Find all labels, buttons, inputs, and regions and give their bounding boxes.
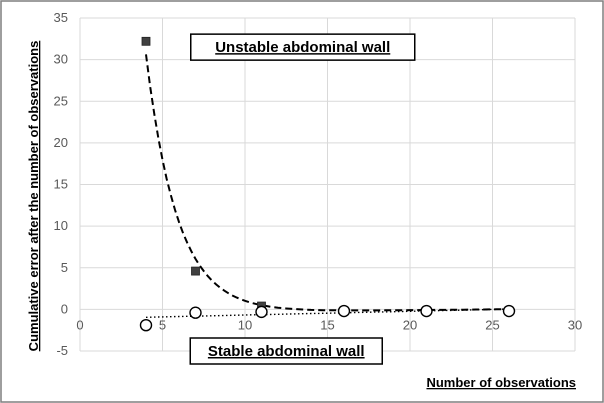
- x-tick-label: 5: [159, 317, 166, 332]
- unstable-annotation: Unstable abdominal wall: [190, 33, 416, 61]
- grid: [79, 17, 576, 352]
- stable-point: [255, 305, 268, 319]
- y-tick-label: 35: [54, 10, 68, 25]
- unstable-annotation-box: [190, 33, 416, 61]
- y-tick-label: 25: [54, 93, 68, 108]
- trendlines: [145, 54, 510, 318]
- unstable-point: [141, 36, 151, 46]
- x-tick-label: 30: [568, 317, 582, 332]
- y-tick-label: 10: [54, 218, 68, 233]
- x-tick-label: 10: [238, 317, 252, 332]
- x-tick-label: 0: [76, 317, 83, 332]
- stable-trendline: [145, 308, 510, 318]
- y-axis-ticks: -5 0 5 10 15 20 25 30 35: [54, 10, 68, 358]
- y-axis-label: Cumulative error after the number of obs…: [26, 41, 41, 352]
- x-tick-label: 20: [403, 317, 417, 332]
- y-tick-label: -5: [56, 343, 68, 358]
- x-axis-ticks: 0 5 10 15 20 25 30: [76, 317, 582, 332]
- stable-point: [189, 306, 202, 319]
- x-axis-label: Number of observations: [426, 375, 576, 390]
- y-tick-label: 20: [54, 135, 68, 150]
- annotations: Unstable abdominal wall Stable abdominal …: [189, 33, 416, 365]
- x-tick-label: 25: [485, 317, 499, 332]
- unstable-point: [191, 266, 200, 276]
- stable-annotation-text: Stable abdominal wall: [208, 343, 365, 360]
- y-tick-label: 30: [54, 52, 68, 67]
- x-tick-label: 15: [320, 317, 334, 332]
- stable-point: [420, 304, 433, 318]
- y-tick-label: 0: [61, 301, 68, 316]
- stable-annotation-box: [189, 337, 383, 365]
- unstable-annotation-text: Unstable abdominal wall: [215, 39, 390, 56]
- y-tick-label: 15: [54, 177, 68, 192]
- stable-point: [502, 304, 516, 318]
- stable-annotation: Stable abdominal wall: [189, 337, 383, 365]
- stable-point: [337, 304, 351, 318]
- y-tick-label: 5: [61, 260, 68, 275]
- data-points: [139, 36, 516, 332]
- stable-point: [139, 318, 153, 332]
